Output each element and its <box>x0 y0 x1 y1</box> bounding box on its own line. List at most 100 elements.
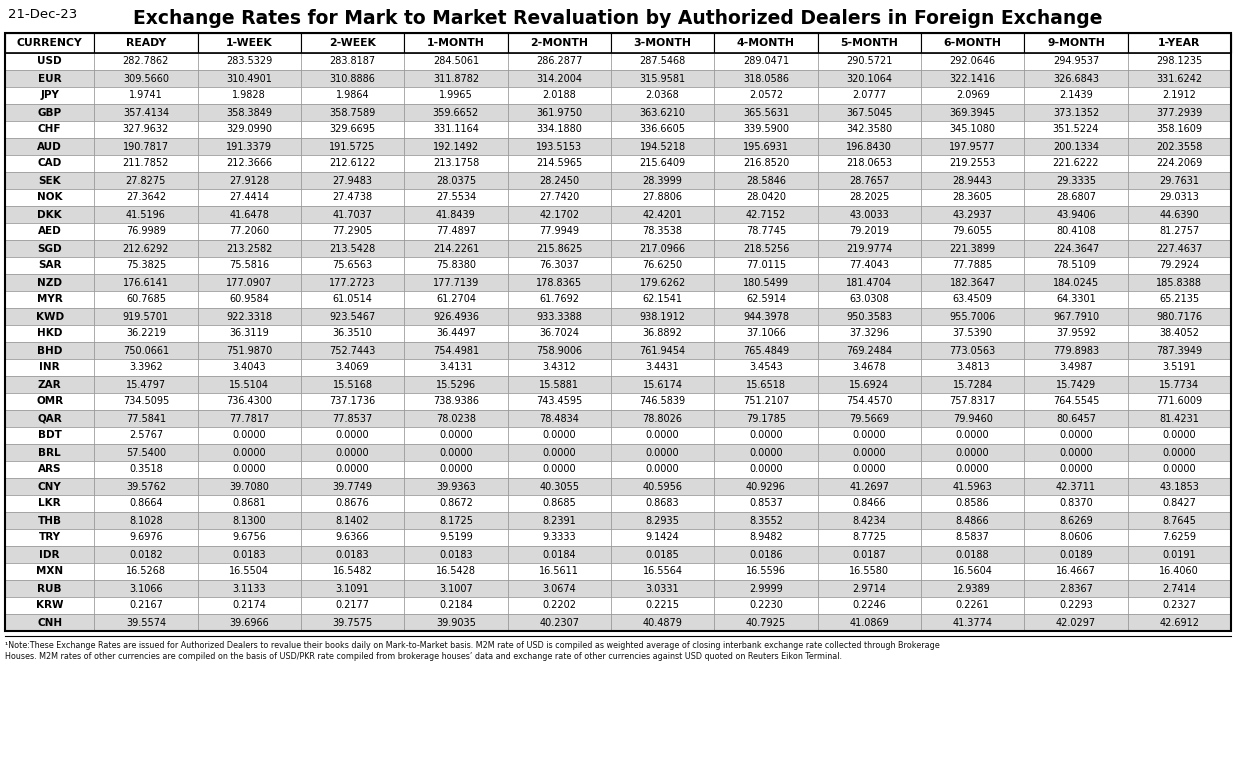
Text: 0.8427: 0.8427 <box>1162 499 1196 509</box>
Bar <box>1127 393 1231 410</box>
Text: 8.4866: 8.4866 <box>955 515 990 525</box>
Bar <box>508 206 611 223</box>
Bar <box>198 461 300 478</box>
Bar <box>5 70 94 87</box>
Bar <box>1025 461 1127 478</box>
Bar <box>1127 444 1231 461</box>
Bar <box>1025 172 1127 189</box>
Bar <box>1025 308 1127 325</box>
Text: 15.7734: 15.7734 <box>1159 380 1199 390</box>
Bar <box>508 308 611 325</box>
Bar <box>94 495 198 512</box>
Text: 342.3580: 342.3580 <box>847 124 892 134</box>
Bar <box>404 478 508 495</box>
Bar <box>508 512 611 529</box>
Bar <box>714 614 818 631</box>
Bar <box>404 614 508 631</box>
Text: 322.1416: 322.1416 <box>949 74 996 84</box>
Bar <box>1127 257 1231 274</box>
Text: 773.0563: 773.0563 <box>949 345 996 355</box>
Bar <box>611 563 714 580</box>
Bar <box>300 393 404 410</box>
Bar <box>1025 104 1127 121</box>
Text: 282.7862: 282.7862 <box>122 57 169 67</box>
Bar <box>1025 597 1127 614</box>
Bar <box>508 427 611 444</box>
Text: 8.1300: 8.1300 <box>232 515 266 525</box>
Text: 192.1492: 192.1492 <box>433 141 480 152</box>
Text: 734.5095: 734.5095 <box>122 397 169 407</box>
Bar <box>611 138 714 155</box>
Bar <box>611 33 714 53</box>
Text: 77.4043: 77.4043 <box>849 261 889 271</box>
Text: 1.9741: 1.9741 <box>129 91 163 100</box>
Text: 0.2261: 0.2261 <box>955 601 990 611</box>
Bar <box>404 597 508 614</box>
Bar <box>5 53 94 70</box>
Bar <box>300 512 404 529</box>
Text: 373.1352: 373.1352 <box>1053 107 1099 117</box>
Bar <box>198 427 300 444</box>
Bar <box>5 597 94 614</box>
Text: 224.3647: 224.3647 <box>1053 243 1099 254</box>
Bar <box>714 512 818 529</box>
Text: 0.0185: 0.0185 <box>645 549 680 559</box>
Text: 40.5956: 40.5956 <box>643 482 682 492</box>
Bar <box>300 376 404 393</box>
Text: 0.0000: 0.0000 <box>543 430 576 440</box>
Bar <box>714 257 818 274</box>
Text: 0.2293: 0.2293 <box>1059 601 1093 611</box>
Text: 2.7414: 2.7414 <box>1162 584 1196 594</box>
Text: 224.2069: 224.2069 <box>1156 159 1203 169</box>
Text: 41.6478: 41.6478 <box>230 209 269 219</box>
Bar <box>94 291 198 308</box>
Bar <box>1025 376 1127 393</box>
Bar <box>5 495 94 512</box>
Bar <box>714 410 818 427</box>
Text: 779.8983: 779.8983 <box>1053 345 1099 355</box>
Text: 36.7024: 36.7024 <box>539 328 580 338</box>
Bar <box>714 70 818 87</box>
Bar <box>404 240 508 257</box>
Bar <box>714 325 818 342</box>
Text: 329.0990: 329.0990 <box>226 124 272 134</box>
Text: 0.0000: 0.0000 <box>749 430 782 440</box>
Bar <box>300 53 404 70</box>
Bar <box>921 376 1025 393</box>
Bar <box>714 291 818 308</box>
Text: 27.3642: 27.3642 <box>126 193 166 202</box>
Text: 78.3538: 78.3538 <box>643 226 682 236</box>
Bar <box>1127 87 1231 104</box>
Bar <box>5 393 94 410</box>
Text: 0.2184: 0.2184 <box>439 601 473 611</box>
Bar <box>714 376 818 393</box>
Text: 365.5631: 365.5631 <box>743 107 789 117</box>
Text: 29.3335: 29.3335 <box>1056 176 1096 186</box>
Bar <box>1127 325 1231 342</box>
Text: 76.6250: 76.6250 <box>643 261 682 271</box>
Text: BDT: BDT <box>37 430 62 440</box>
Bar <box>300 325 404 342</box>
Text: 2.1912: 2.1912 <box>1162 91 1196 100</box>
Bar <box>5 223 94 240</box>
Bar <box>921 138 1025 155</box>
Text: 28.3605: 28.3605 <box>953 193 993 202</box>
Text: 39.9363: 39.9363 <box>436 482 476 492</box>
Text: 3.4069: 3.4069 <box>336 363 370 373</box>
Text: 3-MONTH: 3-MONTH <box>634 38 692 48</box>
Text: 29.7631: 29.7631 <box>1159 176 1199 186</box>
Text: 0.0000: 0.0000 <box>1059 447 1093 457</box>
Text: 36.3510: 36.3510 <box>332 328 372 338</box>
Bar <box>508 376 611 393</box>
Bar <box>1025 427 1127 444</box>
Bar <box>818 461 921 478</box>
Text: 76.3037: 76.3037 <box>539 261 580 271</box>
Text: 8.1725: 8.1725 <box>439 515 473 525</box>
Text: 315.9581: 315.9581 <box>639 74 686 84</box>
Text: 15.5104: 15.5104 <box>229 380 269 390</box>
Text: 43.2937: 43.2937 <box>953 209 993 219</box>
Bar <box>1127 189 1231 206</box>
Text: IDR: IDR <box>40 549 59 559</box>
Text: 0.2246: 0.2246 <box>853 601 886 611</box>
Text: 5-MONTH: 5-MONTH <box>840 38 899 48</box>
